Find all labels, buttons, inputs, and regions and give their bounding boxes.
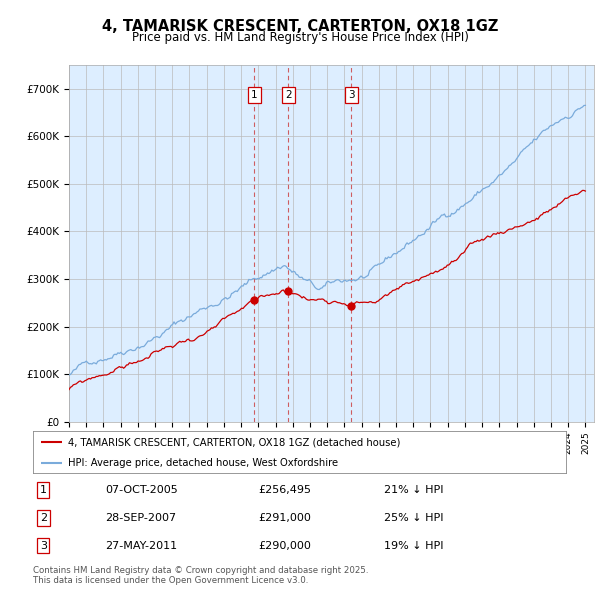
Text: 27-MAY-2011: 27-MAY-2011 bbox=[105, 540, 177, 550]
Text: 2: 2 bbox=[285, 90, 292, 100]
Text: 4, TAMARISK CRESCENT, CARTERTON, OX18 1GZ: 4, TAMARISK CRESCENT, CARTERTON, OX18 1G… bbox=[102, 19, 498, 34]
Text: 4, TAMARISK CRESCENT, CARTERTON, OX18 1GZ (detached house): 4, TAMARISK CRESCENT, CARTERTON, OX18 1G… bbox=[68, 437, 400, 447]
Text: 1: 1 bbox=[40, 485, 47, 495]
Text: £256,495: £256,495 bbox=[258, 485, 311, 495]
Text: £291,000: £291,000 bbox=[258, 513, 311, 523]
Text: 28-SEP-2007: 28-SEP-2007 bbox=[105, 513, 176, 523]
Text: 07-OCT-2005: 07-OCT-2005 bbox=[105, 485, 178, 495]
Text: 2: 2 bbox=[40, 513, 47, 523]
Text: Contains HM Land Registry data © Crown copyright and database right 2025.
This d: Contains HM Land Registry data © Crown c… bbox=[33, 566, 368, 585]
Text: HPI: Average price, detached house, West Oxfordshire: HPI: Average price, detached house, West… bbox=[68, 458, 338, 467]
Text: 3: 3 bbox=[40, 540, 47, 550]
Text: £290,000: £290,000 bbox=[258, 540, 311, 550]
Text: 19% ↓ HPI: 19% ↓ HPI bbox=[384, 540, 443, 550]
Text: 25% ↓ HPI: 25% ↓ HPI bbox=[384, 513, 443, 523]
Text: 3: 3 bbox=[348, 90, 355, 100]
Text: 1: 1 bbox=[251, 90, 257, 100]
Text: 21% ↓ HPI: 21% ↓ HPI bbox=[384, 485, 443, 495]
Text: Price paid vs. HM Land Registry's House Price Index (HPI): Price paid vs. HM Land Registry's House … bbox=[131, 31, 469, 44]
